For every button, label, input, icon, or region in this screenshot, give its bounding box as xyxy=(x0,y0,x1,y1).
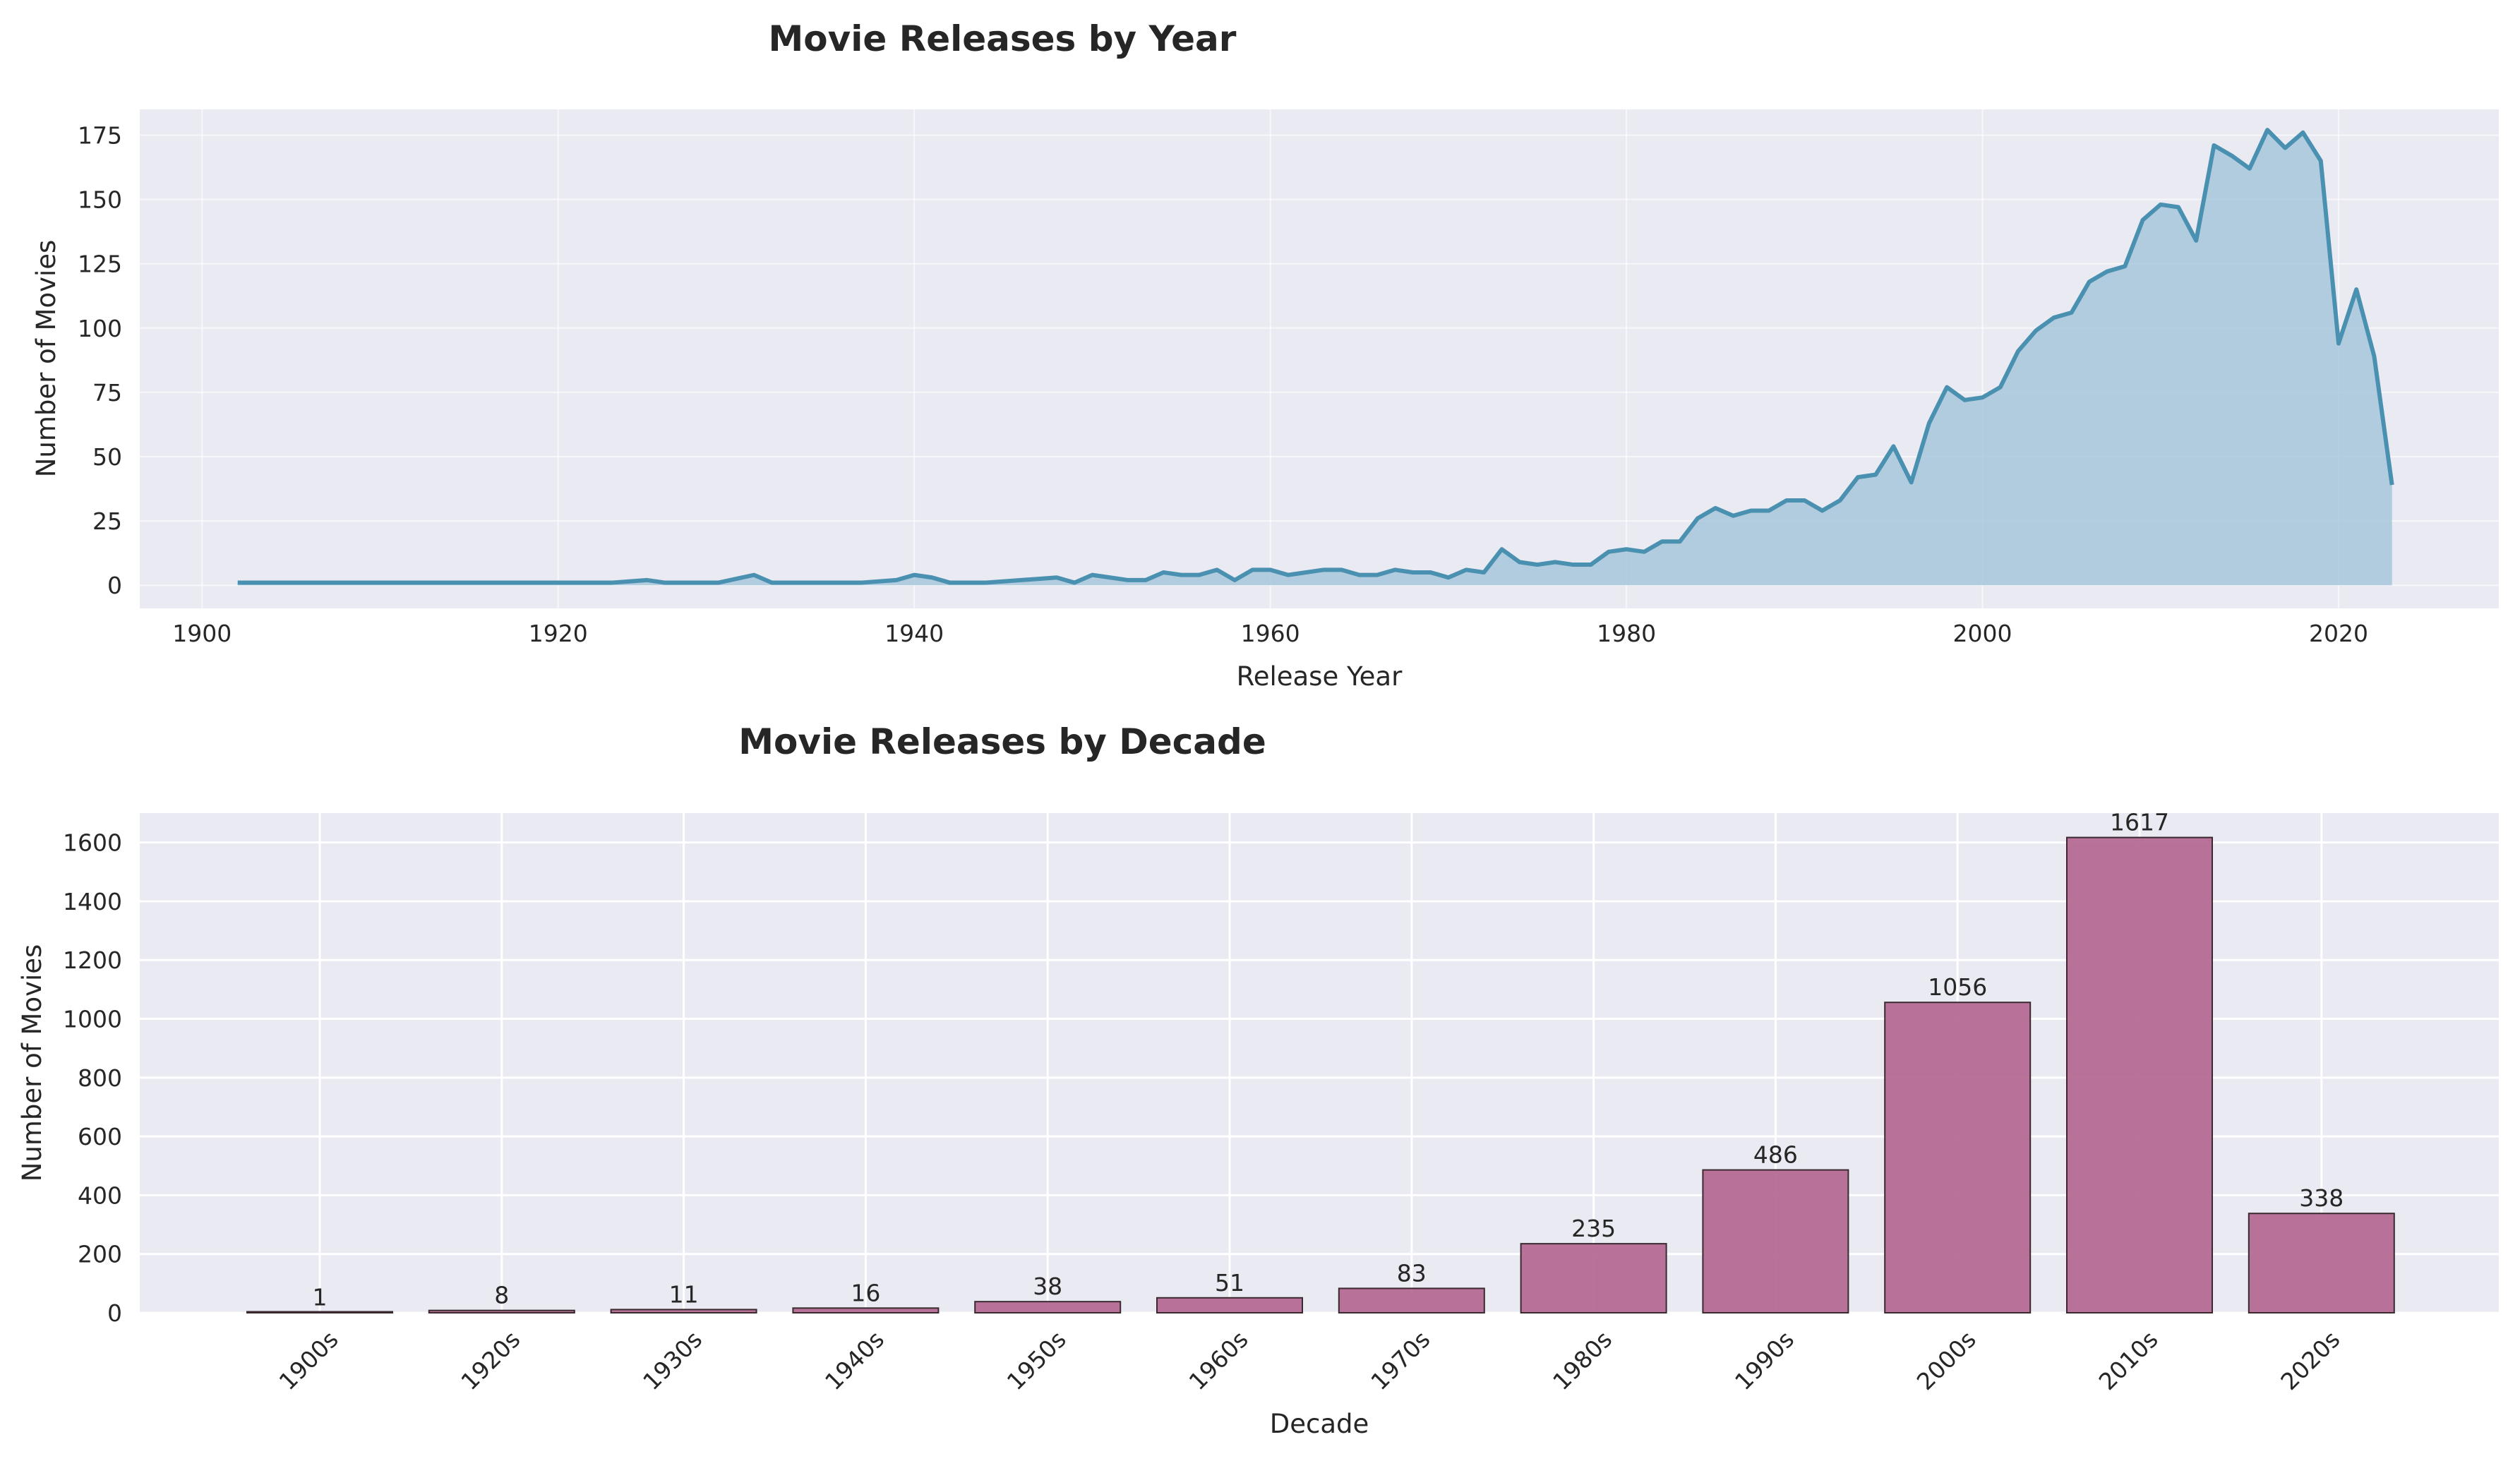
x-tick-label: 1920 xyxy=(529,620,588,647)
data-label: 1617 xyxy=(2110,809,2169,836)
bar xyxy=(974,1301,1122,1313)
series-line xyxy=(237,128,2394,585)
x-tick-label: 1980s xyxy=(1547,1325,1617,1395)
y-tick-label: 800 xyxy=(78,1064,122,1092)
x-tick-label: 1940 xyxy=(884,620,944,647)
y-tick-label: 150 xyxy=(78,186,122,214)
chart-title: Movie Releases by Year xyxy=(769,18,1237,59)
chart-title: Movie Releases by Decade xyxy=(738,721,1266,762)
data-label: 51 xyxy=(1215,1269,1244,1297)
data-label: 83 xyxy=(1397,1259,1427,1287)
data-label: 486 xyxy=(1753,1141,1798,1169)
y-tick-label: 1600 xyxy=(63,829,122,857)
x-tick-label: 1900 xyxy=(172,620,232,647)
series-marks xyxy=(237,128,2394,586)
bar xyxy=(2066,836,2213,1313)
x-tick-label: 1950s xyxy=(1002,1325,1072,1395)
x-tick-label: 1960 xyxy=(1241,620,1300,647)
bars: 1 8 11 16 38 51 83 235 486 1056 1617 338 xyxy=(246,809,2395,1314)
y-tick-label: 200 xyxy=(78,1241,122,1268)
y-tick-label: 75 xyxy=(92,379,122,407)
x-tick-label: 2000 xyxy=(1953,620,2012,647)
bar xyxy=(1156,1297,1303,1314)
x-ticks: 1900s 1920s 1930s 1940s 1950s 1960s 1970s 1980s… xyxy=(274,1325,2346,1395)
y-tick-label: 0 xyxy=(107,1299,122,1327)
x-axis-label: Release Year xyxy=(1237,661,1403,692)
bar xyxy=(2248,1213,2395,1313)
y-tick-label: 175 xyxy=(78,121,122,149)
x-tick-label: 1970s xyxy=(1365,1325,1435,1395)
data-label: 38 xyxy=(1033,1273,1062,1300)
data-label: 11 xyxy=(669,1280,699,1308)
y-tick-label: 400 xyxy=(78,1182,122,1209)
bar xyxy=(610,1309,757,1313)
chart-releases-by-decade: Movie Releases by Decade 1 8 11 16 38 51 83 235… xyxy=(17,721,2499,1439)
bar xyxy=(1338,1287,1485,1314)
y-tick-label: 1000 xyxy=(63,1006,122,1033)
y-axis-label: Number of Movies xyxy=(17,944,47,1182)
data-label: 338 xyxy=(2299,1184,2344,1212)
x-tick-label: 1930s xyxy=(637,1325,707,1395)
bar xyxy=(428,1309,575,1313)
y-tick-label: 0 xyxy=(107,572,122,599)
y-tick-label: 1200 xyxy=(63,946,122,974)
x-tick-label: 2020s xyxy=(2275,1325,2345,1395)
x-tick-label: 2020 xyxy=(2309,620,2368,647)
bar xyxy=(246,1311,393,1313)
y-tick-label: 125 xyxy=(78,251,122,278)
y-axis-label: Number of Movies xyxy=(31,240,61,478)
y-tick-label: 600 xyxy=(78,1123,122,1150)
y-tick-label: 100 xyxy=(78,315,122,342)
y-ticks: 0 25 50 75 100 125 150 175 xyxy=(78,121,122,599)
x-ticks: 1900 1920 1940 1960 1980 2000 2020 xyxy=(172,620,2368,647)
x-tick-label: 1940s xyxy=(820,1325,889,1395)
data-label: 1056 xyxy=(1928,973,1987,1001)
data-label: 1 xyxy=(313,1284,328,1311)
chart-releases-by-year: Movie Releases by Year 1900 1920 1940 1960 1… xyxy=(31,18,2499,692)
bar xyxy=(1702,1169,1849,1314)
x-tick-label: 1920s xyxy=(455,1325,525,1395)
x-tick-label: 2010s xyxy=(2094,1325,2164,1395)
data-label: 16 xyxy=(851,1279,880,1306)
data-label: 8 xyxy=(494,1282,509,1309)
y-tick-label: 1400 xyxy=(63,888,122,915)
x-tick-label: 2000s xyxy=(1912,1325,1981,1395)
x-axis-label: Decade xyxy=(1270,1409,1369,1439)
bar xyxy=(1520,1243,1667,1313)
x-tick-label: 1900s xyxy=(274,1325,344,1395)
x-tick-label: 1960s xyxy=(1184,1325,1254,1395)
area-fill xyxy=(237,130,2392,586)
data-label: 235 xyxy=(1571,1215,1616,1242)
x-tick-label: 1980 xyxy=(1597,620,1656,647)
y-ticks: 0 200 400 600 800 1000 1200 1400 1600 xyxy=(63,829,122,1327)
bar xyxy=(1884,1002,2032,1313)
y-tick-label: 50 xyxy=(92,443,122,471)
x-tick-label: 1990s xyxy=(1729,1325,1799,1395)
bar xyxy=(792,1307,940,1313)
y-tick-label: 25 xyxy=(92,507,122,535)
